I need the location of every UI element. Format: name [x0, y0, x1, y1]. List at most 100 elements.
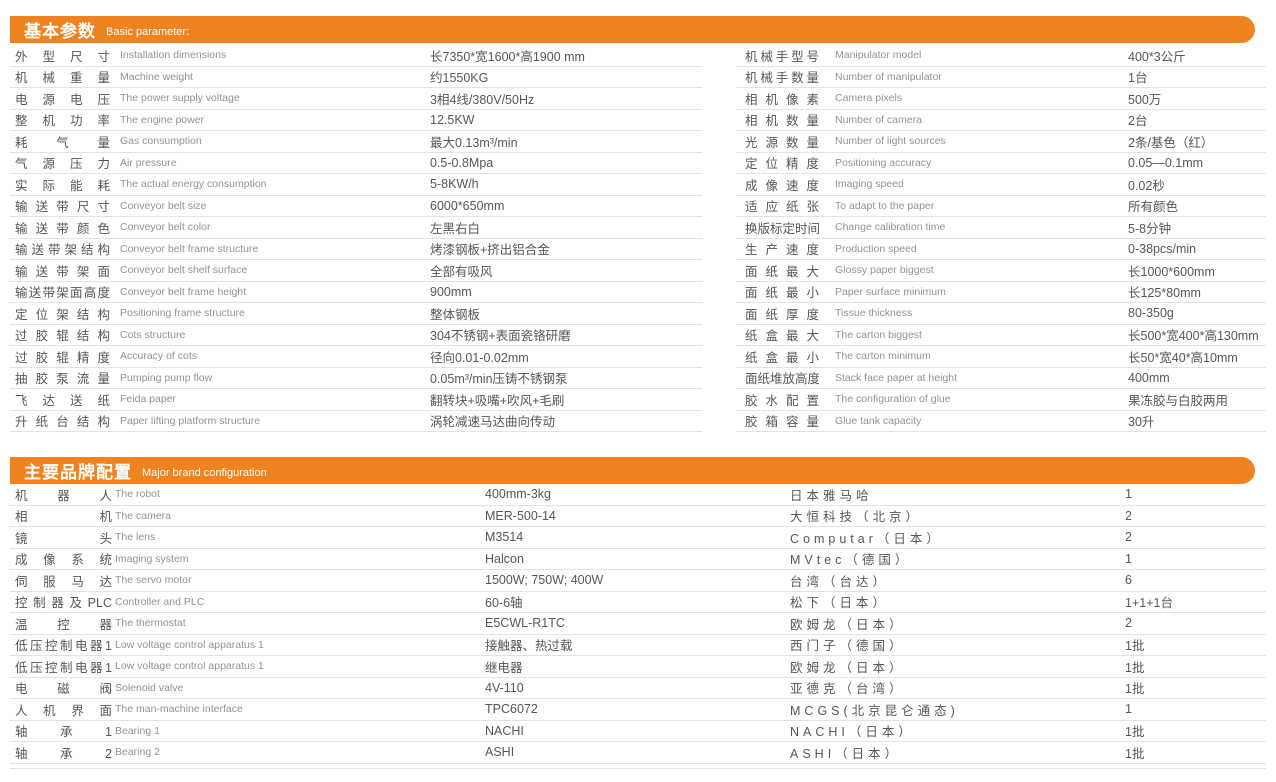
component-quantity: 1批: [1125, 639, 1145, 654]
parameter-label-en: The carton minimum: [835, 350, 931, 363]
brand-configuration-table: 机器人 The robot 400mm-3kg 日本雅马哈 1 相机 The camera M…: [10, 484, 1266, 764]
parameter-label-cn: 过胶辊精度: [15, 350, 110, 365]
parameter-row: 机械手数量 Number of manipulator 1台: [736, 67, 1266, 88]
component-brand: MCGS(北京昆仑通态): [790, 703, 959, 718]
parameter-row: 输送带架面 Conveyor belt shelf surface 全部有吸风: [10, 260, 702, 282]
parameter-value: 400mm: [1128, 370, 1170, 385]
component-brand: 欧姆龙（日本）: [790, 617, 906, 632]
parameter-value: 果冻胶与白胶两用: [1128, 393, 1229, 408]
parameter-value: 长50*宽40*高10mm: [1128, 350, 1238, 365]
parameter-value: 长500*宽400*高130mm: [1128, 329, 1259, 344]
parameter-value: 径向0.01-0.02mm: [430, 350, 529, 365]
parameter-label-en: The configuration of glue: [835, 393, 951, 406]
basic-parameters-left-table: 外型尺寸 Installation dimensions 长7350*宽1600*高…: [10, 45, 702, 432]
parameter-row: 飞达送纸 Feida paper 翻转块+吸嘴+吹风+毛刷: [10, 389, 702, 411]
parameter-row: 升纸台结构 Paper lifting platform structure 涡轮减…: [10, 411, 702, 432]
parameter-label-en: Gas consumption: [120, 135, 202, 148]
parameter-label-en: Feida paper: [120, 393, 177, 406]
parameter-row: 耗气量 Gas consumption 最大0.13m³/min: [10, 131, 702, 153]
parameter-row: 适应纸张 To adapt to the paper 所有颜色: [736, 196, 1266, 217]
component-model: 继电器: [485, 660, 523, 675]
component-brand: 西门子（德国）: [790, 639, 906, 654]
parameter-label-en: Production speed: [835, 242, 917, 255]
parameter-label-cn: 过胶辊结构: [15, 329, 110, 344]
parameter-label-en: Glue tank capacity: [835, 414, 922, 427]
component-brand: ASHI（日本）: [790, 746, 902, 761]
brand-config-row: 温控器 The thermostat E5CWL-R1TC 欧姆龙（日本） 2: [10, 613, 1266, 635]
brand-config-row: 电磁阀 Solenoid valve 4V-110 亚德克（台湾） 1批: [10, 678, 1266, 699]
brand-config-row: 低压控制电器1 Low voltage control apparatus 1 接触…: [10, 635, 1266, 656]
basic-parameters-title-cn: 基本参数: [24, 22, 96, 41]
parameter-label-cn: 面纸最大: [745, 264, 819, 279]
parameter-value: 400*3公斤: [1128, 49, 1186, 64]
component-model: 60-6轴: [485, 596, 523, 611]
parameter-value: 12.5KW: [430, 112, 475, 127]
parameter-value: 0.5-0.8Mpa: [430, 155, 494, 170]
parameter-label-cn: 输送带架面: [15, 264, 110, 279]
parameter-row: 生产速度 Production speed 0-38pcs/min: [736, 239, 1266, 260]
parameter-row: 抽胶泵流量 Pumping pump flow 0.05m³/min压铸不锈钢泵: [10, 368, 702, 389]
component-label-cn: 伺服马达: [15, 574, 112, 589]
component-brand: Computar（日本）: [790, 531, 943, 546]
parameter-label-en: Machine weight: [120, 70, 193, 83]
brand-configuration-title-en: Major brand configuration: [142, 466, 267, 479]
parameter-value: 涡轮减速马达曲向传动: [430, 415, 556, 430]
component-quantity: 2: [1125, 616, 1132, 631]
brand-config-row: 机器人 The robot 400mm-3kg 日本雅马哈 1: [10, 484, 1266, 506]
parameter-label-en: Stack face paper at height: [835, 371, 957, 384]
parameter-label-en: Tissue thickness: [835, 307, 913, 320]
component-model: 400mm-3kg: [485, 487, 551, 502]
parameter-row: 气源压力 Air pressure 0.5-0.8Mpa: [10, 153, 702, 174]
brand-config-row: 人机界面 The man-machine interface TPC6072 MCGS…: [10, 699, 1266, 721]
parameter-row: 胶箱容量 Glue tank capacity 30升: [736, 411, 1266, 432]
component-label-cn: 相机: [15, 510, 112, 525]
parameter-row: 机械手型号 Manipulator model 400*3公斤: [736, 45, 1266, 67]
component-label-en: The lens: [115, 531, 156, 544]
brand-config-row: 轴承2 Bearing 2 ASHI ASHI（日本） 1批: [10, 742, 1266, 764]
parameter-label-cn: 面纸堆放高度: [745, 372, 819, 387]
parameter-label-en: The carton biggest: [835, 328, 922, 341]
component-quantity: 1: [1125, 487, 1132, 502]
parameter-label-cn: 抽胶泵流量: [15, 372, 110, 387]
component-brand: 台湾（台达）: [790, 574, 890, 589]
parameter-label-en: Positioning accuracy: [835, 156, 932, 169]
parameter-row: 面纸最小 Paper surface minimum 长125*80mm: [736, 282, 1266, 303]
parameter-label-cn: 输送带架面高度: [15, 286, 110, 301]
brand-configuration-header: 主要品牌配置 Major brand configuration: [10, 457, 1255, 484]
parameter-label-en: Change calibration time: [835, 221, 946, 234]
parameter-row: 换版标定时间 Change calibration time 5-8分钟: [736, 217, 1266, 239]
parameter-label-cn: 机械手数量: [745, 71, 819, 86]
component-label-cn: 机器人: [15, 488, 112, 503]
parameter-row: 纸盒最大 The carton biggest 长500*宽400*高130mm: [736, 325, 1266, 346]
parameter-row: 定位精度 Positioning accuracy 0.05—0.1mm: [736, 153, 1266, 174]
parameter-value: 5-8KW/h: [430, 177, 479, 192]
component-label-en: The man-machine interface: [115, 703, 243, 716]
parameter-label-en: Number of camera: [835, 113, 922, 126]
parameter-row: 纸盒最小 The carton minimum 长50*宽40*高10mm: [736, 346, 1266, 368]
component-brand: 欧姆龙（日本）: [790, 660, 906, 675]
parameter-value: 烤漆钢板+挤出铝合金: [430, 243, 550, 258]
parameter-label-cn: 适应纸张: [745, 200, 819, 215]
parameter-value: 2条/基色（红）: [1128, 135, 1214, 150]
component-quantity: 2: [1125, 530, 1132, 545]
component-brand: 松下（日本）: [790, 596, 890, 611]
component-label-en: Controller and PLC: [115, 595, 205, 608]
component-label-cn: 控制器及PLC: [15, 596, 112, 611]
parameter-value: 所有颜色: [1128, 200, 1179, 215]
component-label-cn: 温控器: [15, 617, 112, 632]
parameter-label-cn: 气源压力: [15, 157, 110, 172]
component-brand: 日本雅马哈: [790, 488, 873, 503]
parameter-value: 0-38pcs/min: [1128, 241, 1197, 256]
parameter-label-en: Imaging speed: [835, 178, 904, 191]
parameter-row: 面纸最大 Glossy paper biggest 长1000*600mm: [736, 260, 1266, 282]
bottom-rule: [10, 768, 1266, 769]
parameter-label-cn: 纸盒最大: [745, 329, 819, 344]
parameter-label-cn: 相机像素: [745, 92, 819, 107]
parameter-row: 整机功率 The engine power 12.5KW: [10, 110, 702, 131]
component-model: TPC6072: [485, 702, 538, 717]
parameter-label-en: Manipulator model: [835, 49, 922, 62]
parameter-row: 相机像素 Camera pixels 500万: [736, 88, 1266, 110]
parameter-row: 机械重量 Machine weight 约1550KG: [10, 67, 702, 88]
component-label-cn: 人机界面: [15, 703, 112, 718]
